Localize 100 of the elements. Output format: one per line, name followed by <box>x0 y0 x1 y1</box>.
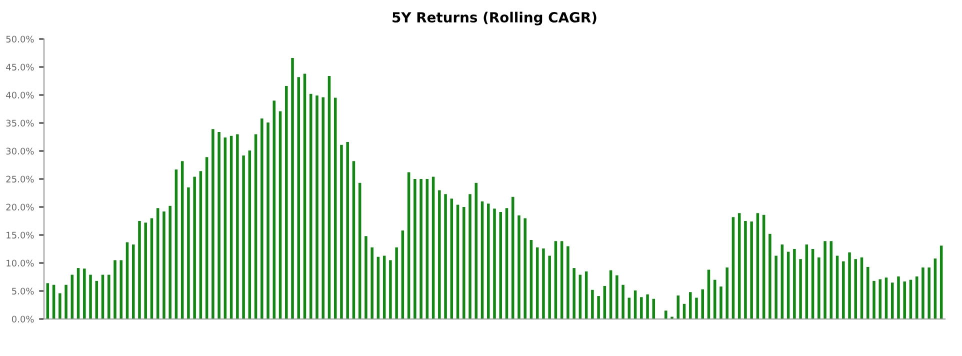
bar <box>108 274 110 319</box>
bar <box>732 217 735 319</box>
bar <box>389 260 392 319</box>
bar <box>328 76 331 319</box>
bar <box>836 256 839 319</box>
bar <box>278 111 282 319</box>
y-tick-label: 0.0% <box>12 316 34 323</box>
bar <box>542 248 545 319</box>
bar <box>884 278 888 319</box>
y-tick-label: 25.0% <box>6 176 34 183</box>
bar <box>414 179 416 319</box>
bar <box>462 207 466 319</box>
bar <box>46 283 50 319</box>
bar <box>156 208 160 319</box>
bar <box>499 212 502 319</box>
bar <box>254 134 258 319</box>
bar <box>799 259 802 319</box>
bar <box>401 230 404 319</box>
bar <box>646 294 649 319</box>
bar <box>444 194 447 319</box>
bar <box>536 247 539 319</box>
bar <box>768 234 772 319</box>
bar <box>174 169 178 319</box>
bar <box>242 155 245 319</box>
bar <box>548 256 551 319</box>
bar <box>272 100 276 319</box>
y-tick-label: 15.0% <box>6 232 34 239</box>
bar <box>89 274 92 319</box>
bar <box>640 297 643 319</box>
bar <box>224 138 227 319</box>
bar <box>566 246 570 319</box>
y-tick-label: 50.0% <box>6 36 34 43</box>
bar <box>144 222 147 319</box>
bar <box>291 58 294 319</box>
bar <box>358 182 362 319</box>
bar <box>505 208 508 319</box>
bar <box>83 268 86 319</box>
bar <box>285 86 288 319</box>
bar <box>426 179 429 319</box>
bar <box>860 257 864 319</box>
bar <box>468 194 472 319</box>
bar <box>786 252 790 319</box>
bar <box>664 310 668 319</box>
bar <box>940 246 943 319</box>
bar <box>493 208 496 319</box>
bar <box>132 244 135 319</box>
bar <box>316 96 318 319</box>
y-tick-label: 20.0% <box>6 204 34 211</box>
bar <box>805 244 808 319</box>
bar <box>830 241 833 319</box>
bar <box>762 214 766 319</box>
bar <box>420 179 422 319</box>
bar <box>376 256 380 319</box>
bar <box>395 247 398 319</box>
bar <box>199 171 202 319</box>
y-tick-label: 45.0% <box>6 64 34 71</box>
bar <box>726 267 728 319</box>
bar <box>854 259 858 319</box>
bar <box>340 144 343 319</box>
y-tick-label: 30.0% <box>6 148 34 155</box>
bar <box>928 267 930 319</box>
bar <box>382 256 386 319</box>
bar <box>554 241 558 319</box>
bar <box>793 249 796 319</box>
bar <box>236 134 239 319</box>
bar <box>511 196 514 319</box>
bar <box>688 292 692 319</box>
bar <box>193 176 196 319</box>
chart-title: 5Y Returns (Rolling CAGR) <box>392 12 596 26</box>
bar <box>322 97 324 319</box>
bar <box>848 252 851 319</box>
bar <box>616 275 618 319</box>
bar <box>346 142 349 319</box>
bar <box>218 132 220 319</box>
bar <box>138 221 141 319</box>
bar <box>334 98 337 319</box>
bar <box>695 298 698 319</box>
bar <box>560 241 564 319</box>
bar <box>297 77 300 319</box>
bar <box>370 247 374 319</box>
bar <box>309 94 312 319</box>
bar <box>474 182 478 319</box>
bar <box>114 260 116 319</box>
bar <box>450 198 454 319</box>
bar <box>120 260 122 319</box>
bar <box>487 204 490 319</box>
bar <box>303 74 306 319</box>
bar <box>738 213 741 319</box>
bar <box>707 270 710 319</box>
bar <box>824 241 826 319</box>
bar <box>352 161 356 319</box>
bar <box>922 267 924 319</box>
bar <box>212 129 214 319</box>
bar <box>168 206 172 319</box>
bar <box>842 261 845 319</box>
bar <box>230 136 233 319</box>
bar <box>878 279 882 319</box>
bar <box>162 211 166 319</box>
bar <box>530 240 533 319</box>
bar <box>750 222 753 319</box>
